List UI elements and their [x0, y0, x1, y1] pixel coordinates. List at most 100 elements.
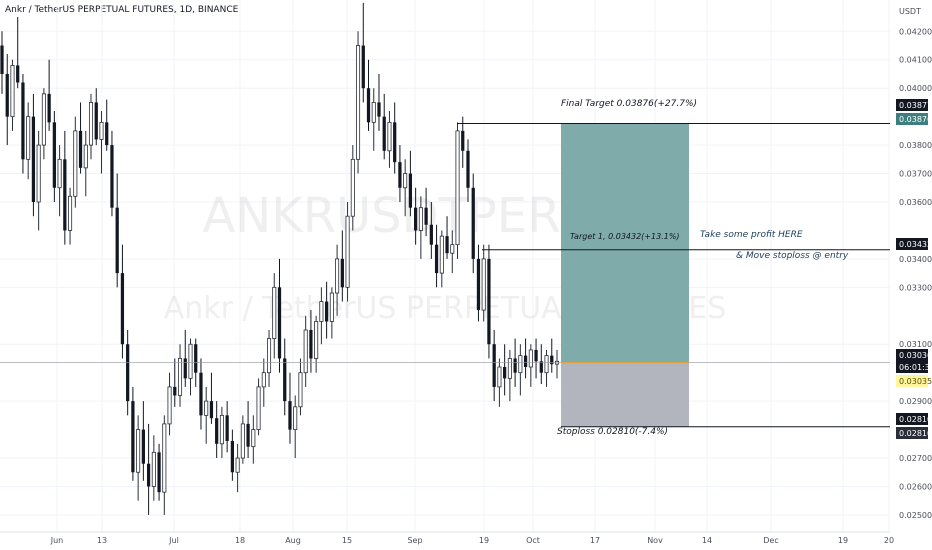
candle-body-40	[209, 401, 214, 419]
candle-90	[471, 173, 475, 274]
candle-1	[5, 54, 9, 146]
candle-36	[188, 338, 193, 396]
candle-body-7	[36, 144, 41, 203]
candle-body-43	[225, 415, 229, 441]
candle-body-13	[68, 195, 73, 231]
candle-64	[335, 244, 340, 316]
tag-stop-a-bg	[896, 413, 928, 425]
candle-body-9	[47, 93, 51, 123]
take-profit-label: Take some profit HERE	[700, 230, 803, 240]
time-axis: Jun 13 Jul 18 Aug 15 Sep 19 Oct 17 Nov 14 Dec 19 20	[0, 531, 894, 545]
candle-body-96	[503, 366, 507, 379]
candle-62	[324, 281, 329, 339]
candle-104	[544, 349, 549, 387]
x-tick-3: 18	[235, 536, 245, 545]
x-tick-12: Dec	[763, 536, 778, 545]
candle-74	[387, 110, 392, 168]
candle-46	[240, 415, 245, 464]
chart-title: Ankr / TetherUS PERPETUAL FUTURES, 1D, B…	[5, 5, 239, 15]
candle-body-0	[0, 45, 4, 74]
candle-body-104	[544, 355, 549, 374]
candle-body-87	[455, 130, 460, 246]
candle-body-18	[94, 102, 98, 140]
y-tick-9: 0.02900	[899, 397, 932, 406]
candle-53	[277, 258, 282, 373]
candle-body-69	[361, 45, 365, 89]
candle-7	[36, 130, 41, 231]
candle-55	[288, 372, 292, 444]
x-tick-13: 19	[838, 536, 848, 545]
candle-body-28	[146, 463, 151, 487]
candle-body-88	[461, 130, 465, 151]
candle-body-31	[162, 423, 167, 493]
candle-body-19	[99, 121, 104, 140]
candle-13	[68, 187, 73, 245]
candle-69	[361, 2, 365, 103]
candle-9	[47, 59, 51, 131]
x-tick-0: Jun	[50, 536, 64, 545]
candle-body-66	[345, 215, 350, 288]
candle-78	[408, 150, 413, 217]
tag-last-price: 0.03036	[899, 351, 932, 360]
y-tick-12: 0.02500	[899, 511, 932, 520]
candle-16	[83, 130, 88, 197]
candle-body-17	[88, 102, 94, 146]
currency-label: USDT	[899, 7, 921, 16]
candle-body-29	[151, 451, 156, 487]
candle-body-105	[550, 355, 554, 365]
candle-body-50	[261, 372, 266, 388]
y-tick-5: 0.03600	[899, 198, 932, 207]
tag-entry: 0.03035	[899, 377, 932, 386]
candle-86	[450, 230, 455, 274]
candle-76	[398, 145, 402, 202]
candle-body-103	[539, 361, 543, 373]
candle-65	[340, 230, 344, 302]
candle-body-42	[219, 414, 224, 445]
candle-54	[283, 338, 287, 416]
x-tick-10: Nov	[647, 536, 663, 545]
candle-body-25	[131, 401, 135, 473]
candle-73	[382, 93, 386, 160]
candle-body-30	[157, 452, 161, 493]
candle-body-100	[523, 355, 528, 367]
candle-body-37	[194, 344, 198, 373]
candle-87	[455, 122, 460, 259]
candle-49	[256, 378, 261, 436]
y-tick-6: 0.03400	[899, 255, 932, 264]
candle-31	[162, 415, 167, 515]
candle-92	[481, 244, 486, 322]
candle-body-46	[240, 423, 245, 459]
x-tick-9: 17	[590, 536, 600, 545]
candle-body-54	[283, 358, 287, 402]
candle-105	[550, 338, 554, 373]
x-tick-5: 15	[342, 536, 352, 545]
target-zone	[561, 123, 689, 363]
candle-body-56	[293, 406, 298, 430]
candle-97	[507, 349, 512, 402]
tag-last-price-bg	[896, 349, 928, 373]
candle-body-21	[110, 145, 114, 208]
candle-77	[403, 159, 408, 217]
candle-83	[434, 224, 439, 288]
x-tick-2: Jul	[168, 536, 179, 545]
candle-18	[94, 88, 98, 146]
position-zones	[561, 123, 689, 427]
candle-body-93	[487, 258, 491, 345]
candle-body-35	[183, 358, 187, 379]
candles	[0, 2, 560, 515]
candle-63	[329, 287, 334, 339]
candle-21	[110, 130, 114, 217]
candle-body-39	[204, 400, 209, 416]
candle-32	[167, 372, 172, 436]
candle-body-15	[78, 130, 83, 168]
candle-3	[16, 17, 20, 89]
candle-26	[136, 415, 141, 501]
y-tick-8: 0.03100	[899, 340, 932, 349]
x-tick-11: 14	[702, 536, 712, 545]
y-tick-0: 0.04200	[899, 27, 932, 36]
candle-body-95	[497, 366, 502, 388]
candle-body-5	[26, 116, 31, 160]
stoploss-label: Stoploss 0.02810(-7.4%)	[557, 427, 668, 437]
target1-label: Target 1, 0.03432(+13.1%)	[570, 232, 680, 241]
